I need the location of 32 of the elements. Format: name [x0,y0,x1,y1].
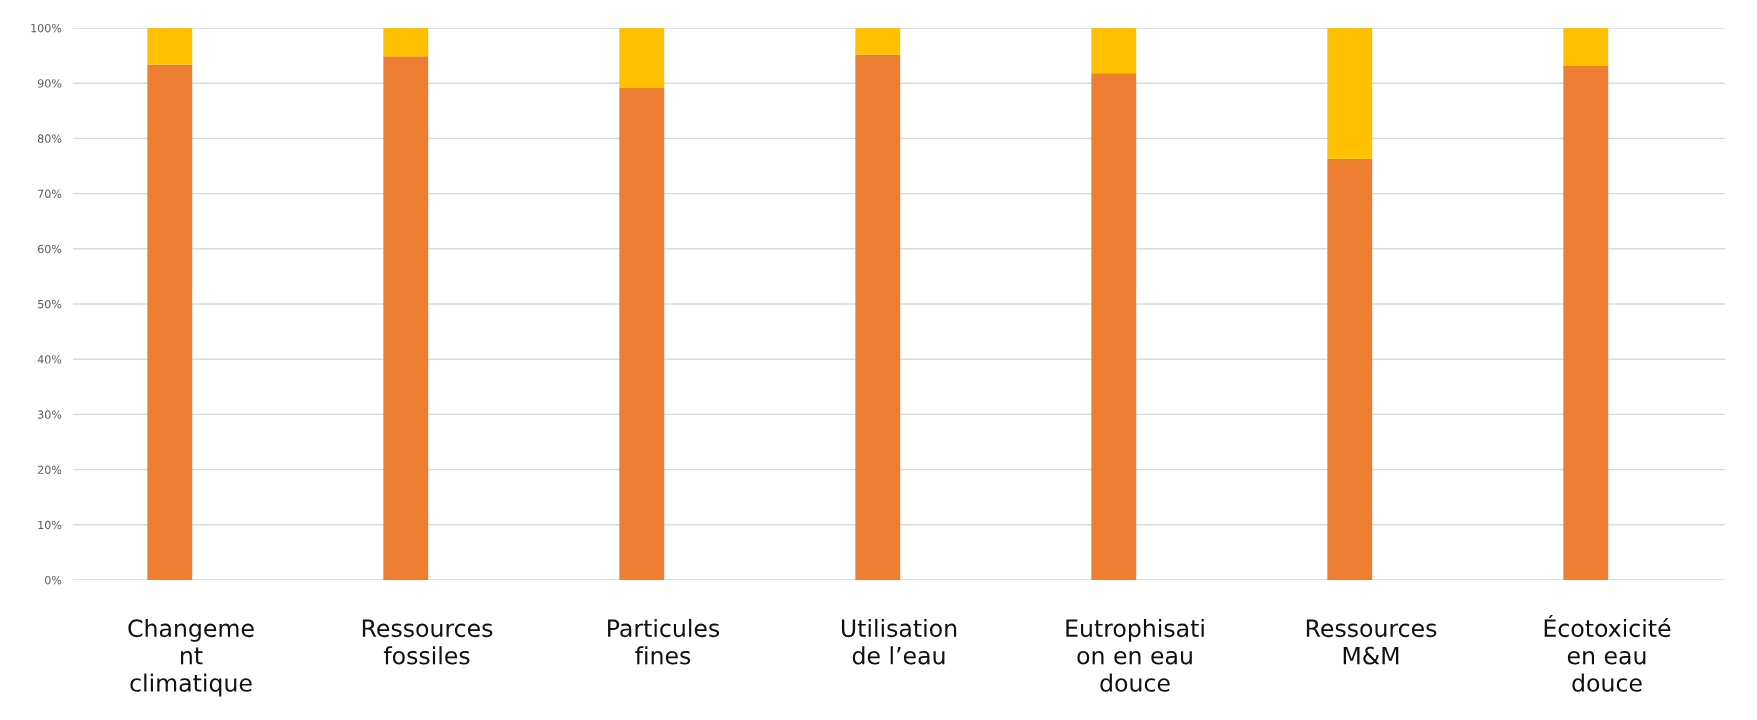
y-tick-label: 10% [38,520,62,530]
bar [1327,28,1373,159]
y-tick-label: 60% [37,244,62,254]
bar [1091,28,1137,74]
y-tick-label: 70% [38,189,62,198]
x-tick-label: Changeme nt climatique [128,618,254,697]
y-tick-label: 0% [44,575,62,585]
bar [383,56,429,580]
bar [619,87,665,580]
x-tick-label: Utilisation de l’eau [841,618,957,665]
y-tick-label: 80% [37,134,62,143]
bar [1563,66,1609,580]
bar [855,28,901,55]
bar [1091,73,1137,580]
bar [1327,158,1373,580]
y-tick-label: 40% [37,355,62,364]
x-tick-label: Eutrophisati on en eau douce [1066,618,1204,692]
bar [1563,28,1609,67]
bar [147,64,193,580]
bar [855,54,901,580]
y-tick-label: 30% [38,410,62,419]
bar [383,28,429,57]
y-tick-label: 100% [31,23,62,33]
bar [619,28,665,88]
y-tick-label: 50% [38,299,62,309]
y-tick-label: 20% [38,465,62,474]
x-tick-label: Ressources M&M [1306,619,1437,665]
y-tick-label: 90% [37,79,62,88]
x-tick-label: Particules fines [608,618,720,665]
x-tick-label: Écotoxicité en eau douce [1544,614,1671,692]
x-tick-label: Ressources fossiles [362,619,493,665]
bar [147,28,193,65]
